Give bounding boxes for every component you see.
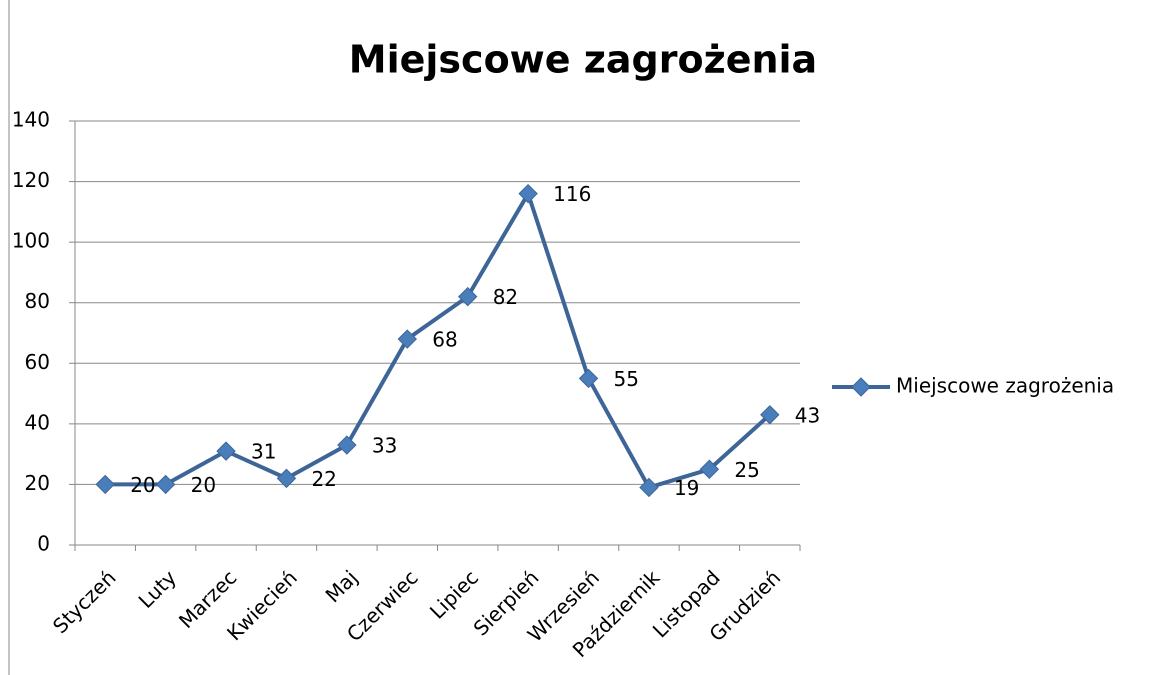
y-tick-label: 140 — [12, 108, 50, 132]
marker — [578, 368, 599, 389]
legend-marker — [851, 377, 871, 397]
y-tick-label: 120 — [12, 168, 50, 192]
data-label: 19 — [674, 476, 699, 500]
marker — [397, 329, 417, 349]
data-label: 33 — [372, 434, 397, 458]
data-label: 116 — [553, 182, 591, 206]
marker — [518, 183, 538, 204]
y-tick-label: 20 — [25, 471, 50, 495]
series-line — [105, 188, 772, 490]
marker — [639, 477, 659, 498]
marker — [155, 474, 176, 495]
legend-label: Miejscowe zagrożenia — [896, 374, 1114, 398]
data-label: 25 — [734, 458, 759, 482]
y-tick-label: 80 — [25, 289, 50, 313]
y-tick-label: 100 — [12, 229, 50, 253]
data-label: 82 — [493, 285, 518, 309]
y-tick-label: 40 — [25, 410, 50, 434]
marker — [276, 468, 297, 489]
marker — [216, 441, 236, 461]
marker — [699, 459, 720, 479]
marker — [458, 286, 478, 307]
y-tick-label: 0 — [37, 532, 50, 556]
chart-title: Miejscowe zagrożenia — [349, 38, 817, 82]
data-label: 31 — [251, 440, 276, 464]
marker — [337, 435, 357, 455]
data-label: 68 — [432, 328, 457, 352]
marker — [760, 405, 780, 425]
data-label: 55 — [614, 367, 639, 391]
data-label: 43 — [795, 403, 820, 427]
data-label: 20 — [191, 473, 216, 497]
marker — [95, 474, 115, 495]
data-label: 22 — [311, 467, 336, 491]
data-label: 20 — [130, 473, 155, 497]
y-tick-label: 60 — [25, 350, 50, 374]
